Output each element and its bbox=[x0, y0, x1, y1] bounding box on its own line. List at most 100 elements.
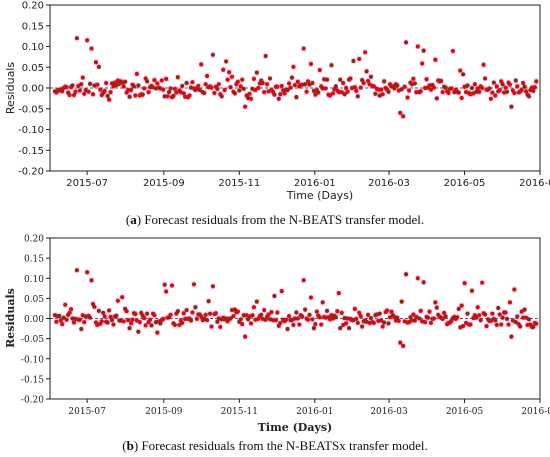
data-point bbox=[209, 85, 214, 90]
data-point bbox=[469, 85, 475, 91]
data-point bbox=[209, 324, 214, 329]
data-point bbox=[165, 94, 170, 99]
data-point bbox=[304, 89, 309, 94]
data-point bbox=[336, 291, 341, 296]
data-point bbox=[475, 86, 480, 91]
data-point bbox=[459, 303, 464, 308]
data-point bbox=[243, 334, 248, 339]
data-point bbox=[145, 311, 150, 316]
data-point bbox=[439, 78, 444, 84]
data-point bbox=[522, 307, 527, 312]
data-point bbox=[289, 75, 295, 80]
data-point bbox=[338, 326, 343, 331]
data-point bbox=[395, 83, 400, 88]
data-point bbox=[409, 318, 415, 323]
data-point bbox=[475, 305, 480, 310]
data-point bbox=[364, 69, 369, 74]
data-point bbox=[405, 95, 410, 100]
data-point bbox=[401, 114, 406, 119]
data-point bbox=[180, 83, 185, 89]
data-point bbox=[240, 322, 245, 327]
data-point bbox=[251, 76, 257, 81]
y-tick-label: -0.15 bbox=[18, 146, 44, 157]
data-point bbox=[259, 312, 264, 317]
data-point bbox=[64, 85, 69, 90]
y-tick-label: -0.05 bbox=[21, 335, 44, 345]
data-point bbox=[279, 289, 284, 294]
data-point bbox=[513, 320, 518, 325]
data-point bbox=[343, 321, 349, 326]
data-point bbox=[352, 85, 357, 90]
data-point bbox=[380, 324, 385, 329]
data-point bbox=[386, 89, 391, 94]
data-point bbox=[106, 308, 112, 313]
data-point bbox=[480, 280, 485, 285]
data-point bbox=[534, 321, 539, 326]
data-point bbox=[102, 88, 107, 94]
data-point bbox=[251, 305, 257, 310]
data-point bbox=[358, 85, 363, 90]
data-point bbox=[519, 87, 524, 93]
data-point bbox=[164, 289, 169, 294]
data-point bbox=[301, 278, 306, 283]
data-point bbox=[147, 317, 153, 322]
y-axis-label-a: Residuals bbox=[4, 62, 17, 114]
data-point bbox=[86, 89, 91, 94]
y-tick-label: -0.10 bbox=[21, 355, 44, 365]
data-point bbox=[262, 90, 267, 95]
data-point bbox=[282, 91, 287, 96]
data-point bbox=[229, 74, 235, 79]
x-tick-label: 2016-05 bbox=[446, 407, 484, 417]
data-point bbox=[401, 343, 406, 348]
data-point bbox=[102, 314, 107, 319]
y-tick-label: 0.20 bbox=[24, 235, 44, 245]
data-point bbox=[355, 94, 360, 99]
data-point bbox=[386, 321, 391, 326]
data-point bbox=[342, 92, 347, 97]
data-point bbox=[433, 57, 438, 62]
data-point bbox=[237, 88, 242, 93]
data-point bbox=[503, 310, 508, 315]
data-point bbox=[71, 92, 77, 98]
data-point bbox=[89, 46, 94, 51]
data-point bbox=[317, 315, 322, 320]
data-point bbox=[278, 92, 283, 97]
data-point bbox=[515, 314, 520, 319]
data-point bbox=[497, 87, 502, 93]
data-point bbox=[158, 321, 163, 326]
data-point bbox=[459, 95, 464, 101]
y-tick-label: 0.10 bbox=[22, 42, 44, 53]
data-point bbox=[292, 316, 297, 321]
data-point bbox=[488, 318, 494, 324]
data-point bbox=[181, 91, 186, 96]
data-point bbox=[166, 90, 172, 95]
data-point bbox=[232, 91, 238, 96]
data-point bbox=[104, 80, 109, 86]
data-point bbox=[254, 299, 259, 304]
data-point bbox=[193, 305, 198, 310]
data-point bbox=[474, 315, 479, 320]
data-point bbox=[399, 299, 404, 304]
data-point bbox=[411, 312, 416, 317]
data-point bbox=[177, 322, 182, 328]
data-point bbox=[424, 77, 429, 82]
data-point bbox=[68, 307, 74, 312]
data-point bbox=[190, 310, 195, 315]
data-point bbox=[152, 78, 157, 83]
data-point bbox=[428, 320, 434, 326]
x-tick-label: 2015-07 bbox=[66, 178, 108, 189]
data-point bbox=[228, 85, 233, 90]
data-point bbox=[270, 318, 276, 323]
data-point bbox=[509, 334, 514, 339]
data-point bbox=[74, 36, 79, 41]
data-point bbox=[398, 110, 403, 115]
data-point bbox=[292, 82, 297, 88]
data-point bbox=[427, 309, 432, 314]
data-point bbox=[273, 318, 278, 323]
data-point bbox=[294, 310, 299, 315]
data-point bbox=[162, 94, 167, 99]
data-point bbox=[202, 90, 207, 96]
data-point bbox=[238, 84, 243, 89]
data-point bbox=[294, 95, 299, 100]
